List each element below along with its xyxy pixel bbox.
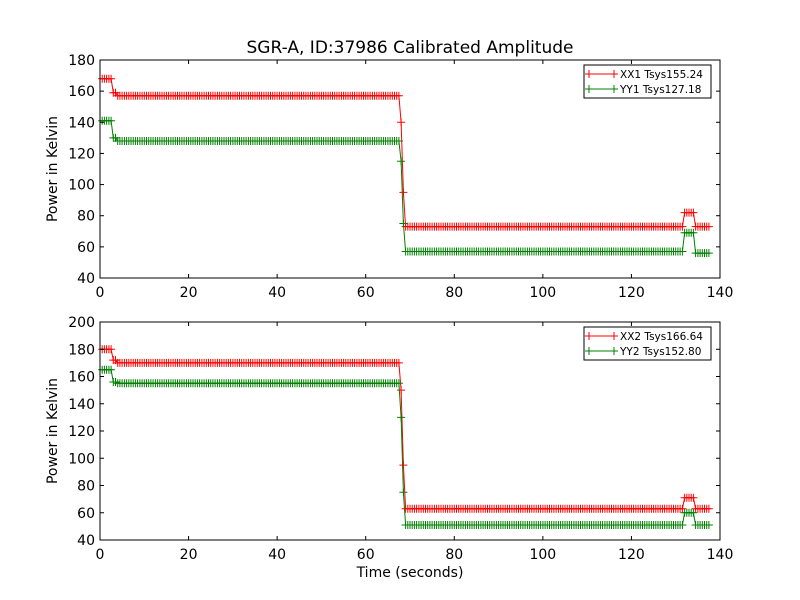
x-tick-label: 20 xyxy=(180,547,198,563)
data-point-marker xyxy=(704,521,713,529)
data-point-marker xyxy=(107,365,116,374)
data-point-marker xyxy=(704,222,713,231)
x-tick-label: 60 xyxy=(357,547,375,563)
legend-marker xyxy=(610,70,618,78)
data-point-marker xyxy=(689,228,698,237)
y-tick-label: 40 xyxy=(77,271,95,287)
data-point-marker xyxy=(689,508,698,517)
y-tick-label: 100 xyxy=(68,451,95,467)
data-point-marker xyxy=(394,379,403,388)
legend-marker xyxy=(585,332,593,340)
legend-entry: YY2 Tsys152.80 xyxy=(585,346,701,358)
legend-box xyxy=(583,64,712,99)
y-tick-label: 120 xyxy=(68,424,95,440)
data-point-marker xyxy=(399,219,408,228)
y-axis-label: Power in Kelvin xyxy=(45,378,61,484)
panel-bottom: 0 20 40 60 80 100 120 140 40 60 80 100 120 140 160 180 2… xyxy=(45,315,733,563)
legend-marker xyxy=(610,332,618,340)
x-tick-label: 20 xyxy=(180,285,198,301)
data-point-marker xyxy=(704,249,713,258)
y-tick-label: 120 xyxy=(68,146,95,162)
legend-entry: XX1 Tsys155.24 xyxy=(585,69,703,81)
x-tick-label: 100 xyxy=(529,285,556,301)
x-tick-label: 120 xyxy=(618,547,645,563)
data-point-marker xyxy=(399,461,408,470)
x-tick-label: 140 xyxy=(707,547,734,563)
series-2 xyxy=(98,116,713,258)
legend-box xyxy=(583,326,712,361)
legend-label: YY2 Tsys152.80 xyxy=(619,346,701,358)
x-tick-label: 120 xyxy=(618,285,645,301)
y-tick-label: 60 xyxy=(77,240,95,256)
figure-title: SGR-A, ID:37986 Calibrated Amplitude xyxy=(247,38,574,58)
plot-frame xyxy=(99,59,721,279)
legend: XX2 Tsys166.64 YY2 Tsys152.80 xyxy=(583,326,712,361)
data-point-marker xyxy=(394,358,403,367)
y-tick-label: 80 xyxy=(77,479,95,495)
series-1 xyxy=(98,74,713,231)
x-tick-label: 0 xyxy=(96,547,105,563)
data-point-marker xyxy=(107,116,116,125)
y-axis-label: Power in Kelvin xyxy=(45,116,61,222)
y-tick-label: 180 xyxy=(68,53,95,69)
legend-entry: YY1 Tsys127.18 xyxy=(585,84,701,96)
data-point-marker xyxy=(689,493,698,502)
data-point-marker xyxy=(107,345,116,354)
y-tick-label: 40 xyxy=(77,533,95,549)
figure-x-axis-label: Time (seconds) xyxy=(356,565,464,581)
data-point-marker xyxy=(678,222,687,231)
legend-label: XX1 Tsys155.24 xyxy=(620,69,703,81)
x-tick-label: 0 xyxy=(96,285,105,301)
series-1 xyxy=(98,345,713,513)
data-point-marker xyxy=(678,247,687,256)
data-point-marker xyxy=(397,157,406,166)
data-point-marker xyxy=(678,521,687,529)
y-tick-label: 160 xyxy=(68,84,95,100)
legend-marker xyxy=(610,347,618,355)
y-tick-label: 100 xyxy=(68,178,95,194)
legend-marker xyxy=(610,85,618,93)
data-point-marker xyxy=(678,504,687,513)
x-tick-label: 40 xyxy=(268,547,286,563)
data-point-marker xyxy=(704,504,713,513)
legend-marker xyxy=(585,70,593,78)
y-tick-label: 140 xyxy=(68,397,95,413)
x-tick-label: 80 xyxy=(445,285,463,301)
data-point-marker xyxy=(399,488,408,497)
x-tick-label: 80 xyxy=(445,547,463,563)
x-tick-label: 60 xyxy=(357,285,375,301)
y-tick-label: 180 xyxy=(68,342,95,358)
legend-marker xyxy=(585,85,593,93)
legend-label: XX2 Tsys166.64 xyxy=(620,331,703,343)
legend-label: YY1 Tsys127.18 xyxy=(619,84,701,96)
legend-entry: XX2 Tsys166.64 xyxy=(585,331,703,343)
x-tick-label: 40 xyxy=(268,285,286,301)
y-tick-label: 80 xyxy=(77,209,95,225)
data-point-marker xyxy=(399,188,408,197)
data-point-marker xyxy=(107,74,116,83)
y-tick-label: 140 xyxy=(68,115,95,131)
data-point-marker xyxy=(689,208,698,217)
y-tick-label: 200 xyxy=(68,315,95,331)
data-point-marker xyxy=(394,91,403,100)
x-tick-label: 100 xyxy=(529,547,556,563)
y-tick-label: 160 xyxy=(68,370,95,386)
data-point-marker xyxy=(397,413,406,422)
data-point-marker xyxy=(397,386,406,395)
y-tick-label: 60 xyxy=(77,506,95,522)
data-point-marker xyxy=(394,137,403,145)
series-2 xyxy=(98,365,713,529)
x-tick-label: 140 xyxy=(707,285,734,301)
legend-marker xyxy=(585,347,593,355)
data-point-marker xyxy=(397,118,406,127)
legend: XX1 Tsys155.24 YY1 Tsys127.18 xyxy=(583,64,712,99)
panel-top: 0 20 40 60 80 100 120 140 40 60 80 100 120 140 160 180 P… xyxy=(45,53,733,301)
